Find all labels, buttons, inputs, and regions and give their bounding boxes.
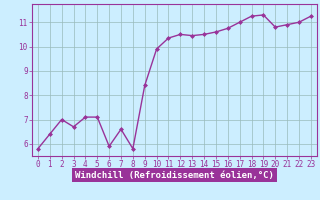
X-axis label: Windchill (Refroidissement éolien,°C): Windchill (Refroidissement éolien,°C) [75,171,274,180]
